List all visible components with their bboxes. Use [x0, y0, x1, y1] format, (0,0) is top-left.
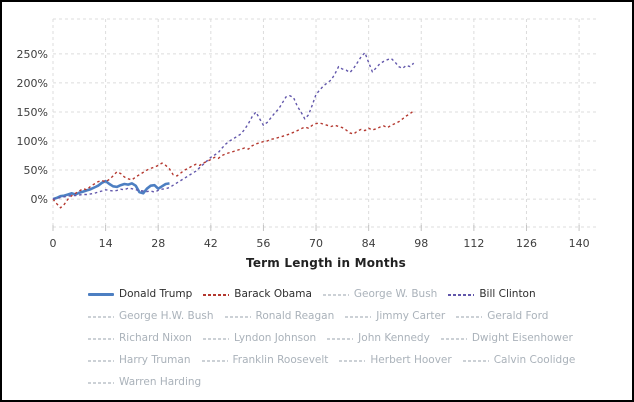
series-line-barack-obama [52, 110, 415, 209]
x-tick-label: 112 [463, 237, 484, 250]
dashed-line-swatch-icon [440, 337, 467, 340]
x-tick-label: 0 [50, 237, 57, 250]
y-tick-label: 150% [17, 106, 48, 119]
legend-item-herbert-hoover[interactable]: Herbert Hoover [339, 354, 452, 367]
x-tick-label: 126 [516, 237, 537, 250]
dashed-line-swatch-icon [345, 315, 372, 318]
legend-label: Dwight Eisenhower [471, 332, 573, 344]
dashed-line-swatch-icon [88, 315, 114, 318]
dashed-line-swatch-icon [448, 293, 475, 296]
x-tick-label: 56 [256, 237, 270, 250]
legend-row: Harry Truman Franklin Roosevelt Herbert Ho… [88, 354, 588, 367]
dashed-line-swatch-icon [339, 359, 366, 362]
y-tick-label: 200% [17, 77, 48, 90]
legend-label: Jimmy Carter [376, 310, 446, 322]
legend-item-lyndon-johnson[interactable]: Lyndon Johnson [202, 332, 317, 345]
x-tick-label: 84 [362, 237, 376, 250]
x-tick-label: 14 [99, 237, 113, 250]
legend-row: Warren Harding [88, 376, 588, 389]
legend-item-ronald-reagan[interactable]: Ronald Reagan [224, 310, 335, 323]
legend-label: Donald Trump [119, 288, 193, 300]
legend-item-jimmy-carter[interactable]: Jimmy Carter [345, 310, 445, 323]
legend-item-donald-trump[interactable]: Donald Trump [88, 288, 192, 301]
legend-item-gerald-ford[interactable]: Gerald Ford [456, 310, 548, 323]
dashed-line-swatch-icon [88, 381, 114, 384]
legend-label: Gerald Ford [487, 310, 549, 322]
x-tick-label: 42 [204, 237, 218, 250]
dashed-line-swatch-icon [224, 315, 251, 318]
legend-label: George W. Bush [353, 288, 438, 300]
legend-row: Richard Nixon Lyndon Johnson John Kennedy D… [88, 332, 588, 345]
dashed-line-swatch-icon [201, 359, 228, 362]
legend-label: Bill Clinton [479, 288, 536, 300]
y-tick-label: 50% [24, 164, 48, 177]
plot-area: 0 14 28 42 56 70 84 98 112 126 140 0% 50% 100% 150% 200… [2, 2, 632, 252]
legend-item-george-w-bush[interactable]: George W. Bush [322, 288, 438, 301]
solid-line-swatch-icon [88, 293, 114, 296]
legend-label: Calvin Coolidge [493, 354, 576, 366]
legend-item-harry-truman[interactable]: Harry Truman [88, 354, 191, 367]
legend-label: Franklin Roosevelt [232, 354, 329, 366]
legend-item-bill-clinton[interactable]: Bill Clinton [448, 288, 536, 301]
dashed-line-swatch-icon [203, 293, 230, 296]
dashed-line-swatch-icon [88, 359, 114, 362]
legend-row: Donald Trump Barack Obama George W. Bush Bi… [88, 288, 588, 301]
dashed-line-swatch-icon [456, 315, 483, 318]
dashed-line-swatch-icon [202, 337, 229, 340]
x-axis-title: Term Length in Months [246, 256, 406, 270]
legend-label: Warren Harding [119, 376, 202, 388]
legend-item-warren-harding[interactable]: Warren Harding [88, 376, 201, 389]
legend-label: John Kennedy [358, 332, 430, 344]
legend-label: Barack Obama [234, 288, 312, 300]
legend-label: Lyndon Johnson [233, 332, 317, 344]
legend-label: Herbert Hoover [370, 354, 452, 366]
series-line-bill-clinton [52, 52, 415, 200]
y-tick-label: 100% [17, 135, 48, 148]
x-tick-label: 98 [414, 237, 428, 250]
dashed-line-swatch-icon [327, 337, 354, 340]
y-tick-label: 250% [17, 48, 48, 61]
legend-item-john-kennedy[interactable]: John Kennedy [327, 332, 430, 345]
legend-item-barack-obama[interactable]: Barack Obama [203, 288, 312, 301]
legend-label: Ronald Reagan [255, 310, 335, 322]
legend-label: George H.W. Bush [119, 310, 214, 322]
legend-item-dwight-eisenhower[interactable]: Dwight Eisenhower [440, 332, 573, 345]
y-tick-label: 0% [31, 193, 48, 206]
legend-item-george-h-w-bush[interactable]: George H.W. Bush [88, 310, 214, 323]
x-tick-label: 70 [309, 237, 323, 250]
series-line-donald-trump [52, 179, 170, 201]
dashed-line-swatch-icon [88, 337, 114, 340]
legend-label: Harry Truman [119, 354, 191, 366]
legend-row: George H.W. Bush Ronald Reagan Jimmy Carte… [88, 310, 588, 323]
legend-item-franklin-roosevelt[interactable]: Franklin Roosevelt [201, 354, 329, 367]
legend-item-calvin-coolidge[interactable]: Calvin Coolidge [462, 354, 576, 367]
legend-label: Richard Nixon [119, 332, 192, 344]
dashed-line-swatch-icon [322, 293, 349, 296]
x-tick-label: 28 [151, 237, 165, 250]
dashed-line-swatch-icon [462, 359, 489, 362]
x-tick-label: 140 [569, 237, 590, 250]
legend: Donald Trump Barack Obama George W. Bush Bi… [88, 288, 588, 398]
plot-canvas: 0 14 28 42 56 70 84 98 112 126 140 0% 50% 100% 150% 200… [17, 18, 599, 250]
legend-item-richard-nixon[interactable]: Richard Nixon [88, 332, 192, 345]
